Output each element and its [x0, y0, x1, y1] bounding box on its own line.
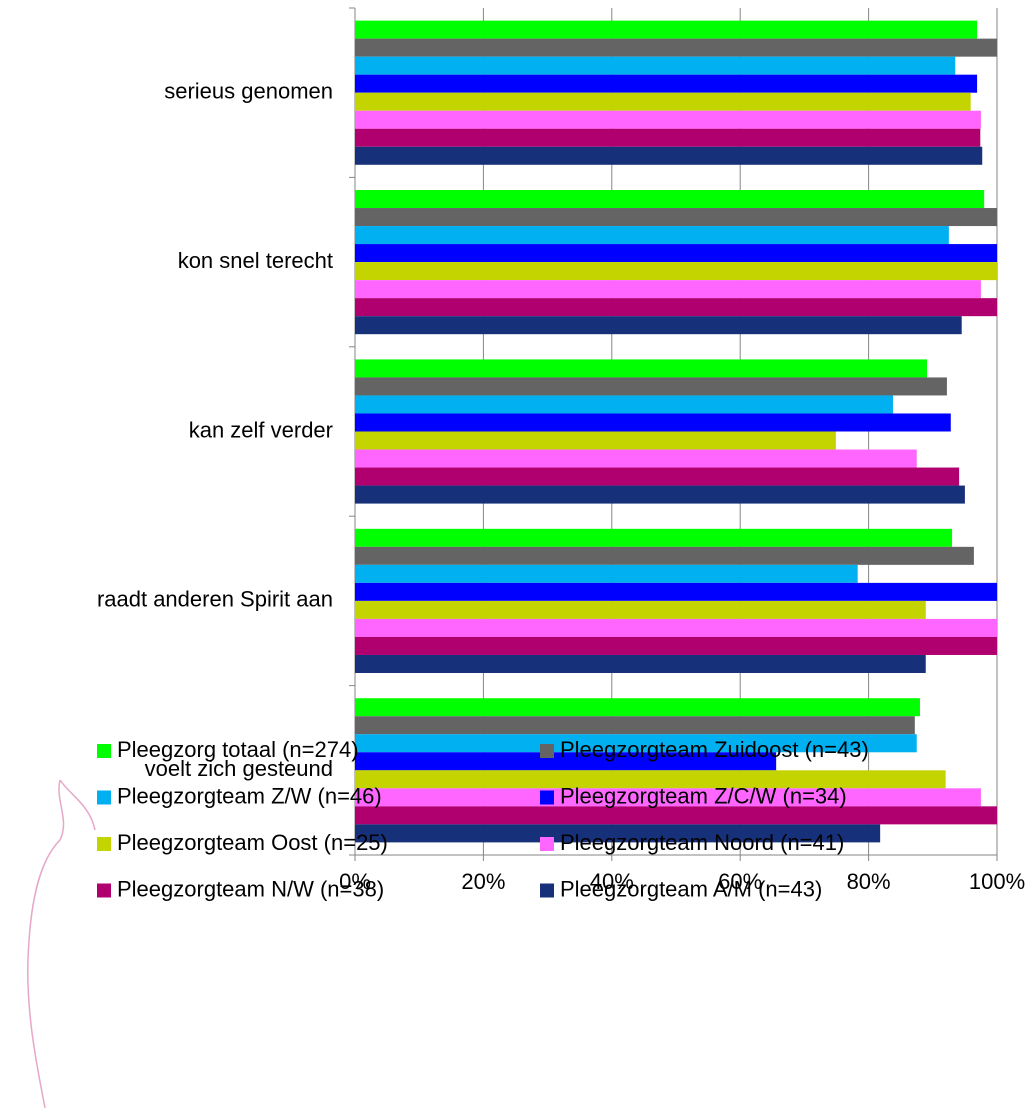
- x-tick-label: 100%: [969, 869, 1025, 894]
- bar: [355, 190, 985, 209]
- bar: [355, 824, 881, 843]
- x-tick-label: 40%: [590, 869, 634, 894]
- bar: [355, 377, 947, 396]
- legend-label: Pleegzorgteam Z/W (n=46): [117, 783, 382, 808]
- bar: [355, 546, 974, 565]
- legend-label: Pleegzorgteam Oost (n=25): [117, 830, 388, 855]
- x-tick-label: 60%: [718, 869, 762, 894]
- bar: [355, 38, 997, 57]
- bar: [355, 528, 953, 547]
- bar: [355, 316, 962, 335]
- bar: [355, 128, 981, 147]
- legend-label: Pleegzorg totaal (n=274): [117, 737, 359, 762]
- y-tick-label: kan zelf verder: [189, 417, 333, 442]
- bar: [355, 752, 777, 771]
- bar: [355, 226, 949, 245]
- x-tick-label: 0%: [339, 869, 371, 894]
- legend-swatch: [97, 790, 111, 805]
- bar: [355, 56, 956, 75]
- legend-swatch: [97, 883, 111, 898]
- bar: [355, 716, 915, 735]
- bar: [355, 582, 997, 601]
- legend-swatch: [540, 837, 554, 851]
- legend-swatch: [540, 790, 554, 805]
- bar: [355, 110, 981, 129]
- x-tick-label: 80%: [847, 869, 891, 894]
- x-tick-label: 20%: [461, 869, 505, 894]
- bar: [355, 806, 997, 825]
- legend-swatch: [540, 883, 554, 898]
- bar: [355, 20, 978, 39]
- bar: [355, 413, 951, 432]
- legend-swatch: [97, 837, 111, 851]
- bar: [355, 698, 920, 717]
- y-tick-label: raadt anderen Spirit aan: [97, 587, 333, 612]
- bar: [355, 467, 960, 486]
- bar: [355, 298, 997, 317]
- legend-swatch: [540, 744, 554, 758]
- bar: [355, 485, 965, 504]
- legend-label: Pleegzorgteam Z/C/W (n=34): [560, 783, 847, 808]
- bar: [355, 600, 926, 619]
- bar: [355, 636, 997, 655]
- decoration: [27, 779, 96, 1109]
- y-tick-label: serieus genomen: [164, 79, 333, 104]
- bar: [355, 431, 836, 450]
- legend-label: Pleegzorgteam Noord (n=41): [560, 830, 844, 855]
- bar: [355, 770, 946, 789]
- bar: [355, 359, 928, 378]
- bar: [355, 262, 997, 281]
- legend-label: Pleegzorgteam Zuidoost (n=43): [560, 737, 869, 762]
- y-tick-label: kon snel terecht: [178, 248, 333, 273]
- bar: [355, 449, 917, 468]
- bar: [355, 208, 997, 227]
- bar: [355, 734, 917, 753]
- legend-swatch: [97, 744, 111, 758]
- legend-label: Pleegzorgteam A/M (n=43): [560, 876, 822, 901]
- bar: [355, 244, 997, 263]
- legend-label: Pleegzorgteam N/W (n=38): [117, 876, 384, 901]
- bar: [355, 146, 983, 165]
- bar: [355, 788, 981, 807]
- bar: [355, 74, 978, 93]
- y-tick-label: voelt zich gesteund: [145, 756, 333, 781]
- bar: [355, 654, 926, 673]
- bar: [355, 564, 858, 583]
- bar: [355, 395, 893, 414]
- bar: [355, 618, 997, 637]
- bar: [355, 92, 971, 111]
- bar: [355, 280, 981, 299]
